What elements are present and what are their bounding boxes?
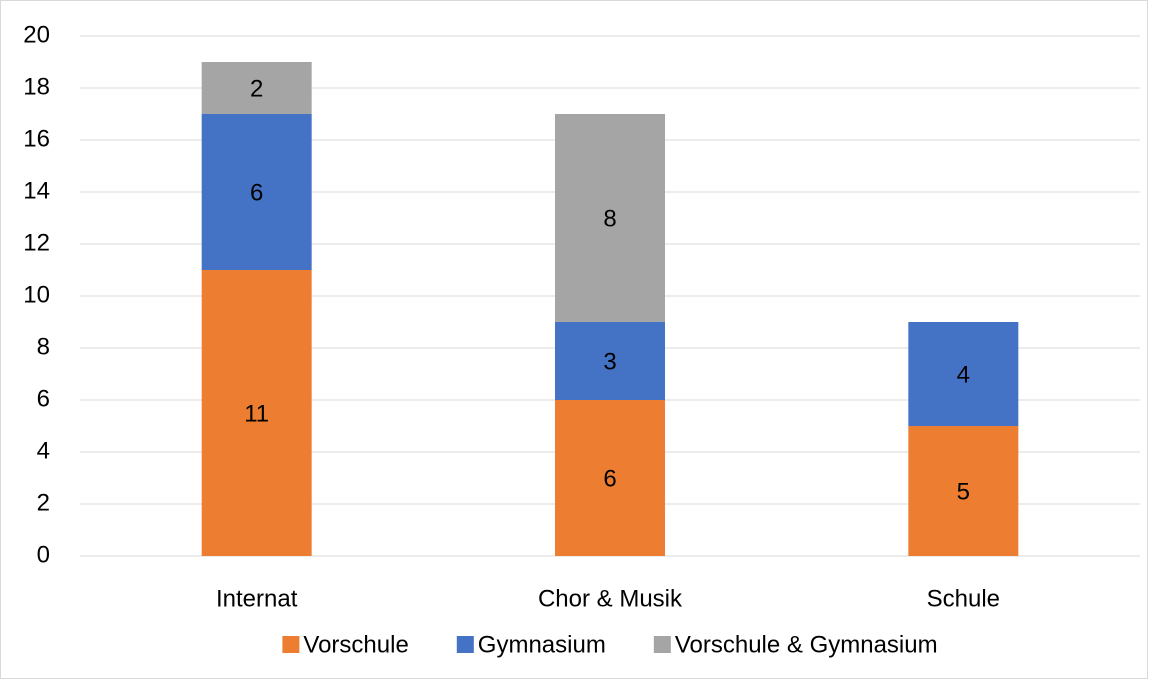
legend-swatch [282,636,300,653]
y-tick-label: 12 [23,229,50,256]
y-tick-label: 6 [37,385,50,412]
legend-label: Gymnasium [478,631,606,658]
y-tick-label: 0 [37,541,50,568]
x-tick-label: Schule [927,585,1000,612]
bar-segment [201,270,312,556]
bar-segment [555,400,665,556]
bar-segment [908,322,1019,426]
legend-swatch [456,636,474,653]
data-label: 2 [250,75,263,102]
legend: Vorschule Gymnasium Vorschule & Gymnasium [282,631,938,658]
y-tick-label: 8 [37,333,50,360]
y-tick-label: 20 [23,21,50,48]
y-tick-label: 4 [37,437,50,464]
bar-segment [555,322,665,400]
x-tick-label: Chor & Musik [538,585,683,612]
x-tick-label: Internat [216,585,298,612]
bar-segment [201,62,312,114]
legend-swatch [653,636,671,653]
bar-segment [908,426,1019,556]
data-label: 6 [250,179,263,206]
data-label: 11 [244,400,269,427]
y-tick-label: 14 [23,177,50,204]
data-label: 6 [603,465,616,492]
data-label: 8 [603,205,616,232]
legend-label: Vorschule & Gymnasium [675,631,938,658]
data-label: 3 [603,348,616,375]
y-tick-label: 18 [23,73,50,100]
legend-label: Vorschule [303,631,408,658]
data-label: 4 [957,361,970,388]
bar-segment [201,114,312,270]
y-tick-label: 16 [23,125,50,152]
y-tick-label: 10 [23,281,50,308]
y-tick-label: 2 [37,489,50,516]
bar-segment [555,114,665,322]
data-label: 5 [957,478,970,505]
